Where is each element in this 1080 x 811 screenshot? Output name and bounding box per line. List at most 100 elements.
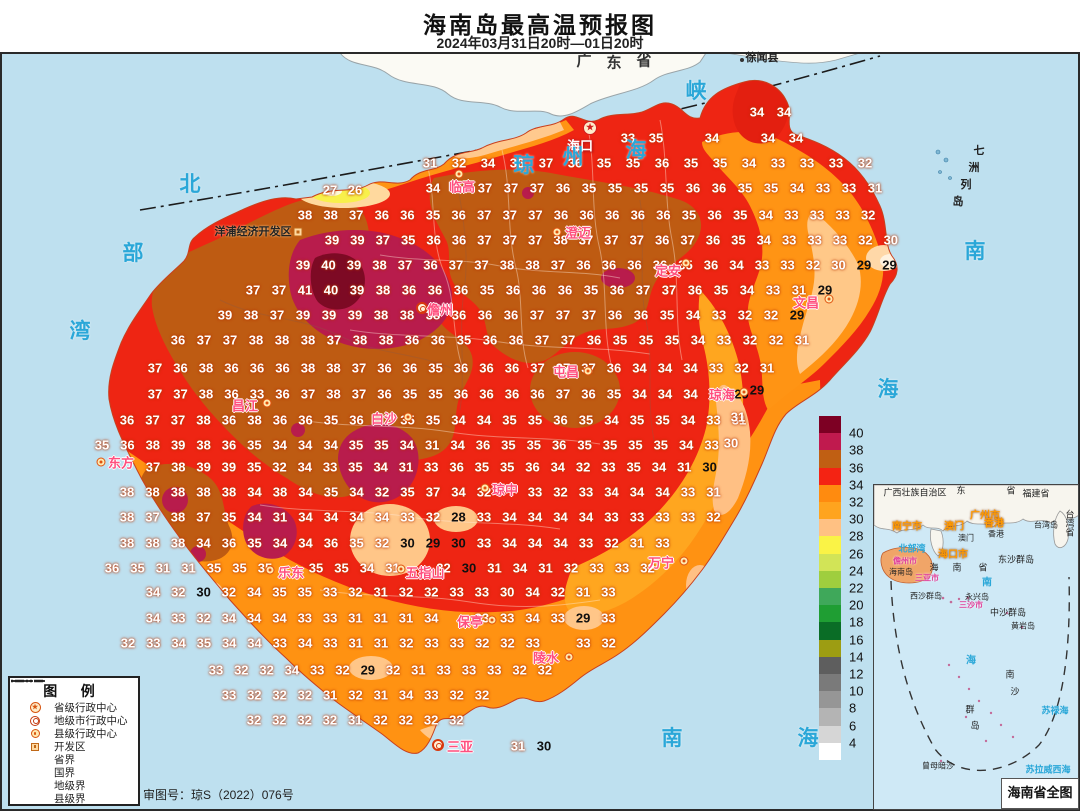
temp-value: 36 [576,257,591,273]
geo-label: 峡 [685,79,707,103]
dot-marker-icon [583,366,593,376]
temp-value: 33 [841,180,857,196]
temp-value: 37 [550,257,566,273]
temp-value: 27 [322,182,338,198]
legend-item: 开发区 [16,740,138,753]
temp-value: 33 [171,610,186,626]
geo-label: 海 [877,377,899,401]
temp-value: 33 [704,437,719,453]
temp-value: 35 [247,535,262,551]
temp-value: 37 [170,412,186,428]
temp-value: 34 [741,155,757,171]
temp-value: 31 [731,412,747,428]
scale-color-block [819,450,841,468]
temp-value: 37 [269,307,285,323]
page-title: 海南岛最高温预报图 [423,13,657,38]
temp-value: 37 [502,232,518,248]
temp-value: 37 [477,232,492,248]
temp-value: 33 [629,509,645,525]
temp-value: 36 [607,307,623,323]
temp-value: 32 [335,662,350,678]
city-label: 琼海 [708,387,736,403]
temp-value: 38 [326,386,341,402]
temp-value: 34 [512,560,528,576]
temp-value: 33 [400,509,415,525]
temp-value: 34 [221,610,237,626]
inset-map-title: 海南省全图 [1001,778,1079,809]
temp-value: 36 [221,437,237,453]
temp-value: 34 [272,437,288,453]
temp-value: 37 [604,232,619,248]
temp-value: 35 [659,180,675,196]
temp-value: 30 [883,232,899,248]
temp-value: 35 [374,437,389,453]
temp-value: 36 [224,386,239,402]
temp-value: 33 [576,635,591,651]
scale-color-block [819,570,841,588]
scale-tick-label: 36 [849,460,864,476]
temp-value: 35 [196,635,212,651]
temp-value: 35 [648,130,664,146]
temp-value: 32 [297,687,313,703]
temp-value: 35 [602,437,618,453]
temp-value: 36 [449,459,464,475]
temp-value: 34 [527,535,543,551]
temp-value: 29 [575,610,591,626]
temp-value: 36 [654,232,670,248]
scale-color-block [819,416,841,434]
temp-value: 34 [756,232,772,248]
temp-value: 37 [555,386,571,402]
temp-value: 34 [690,332,706,348]
temp-value: 33 [754,257,770,273]
temp-value: 32 [171,584,186,600]
temp-value: 35 [527,412,543,428]
temp-value: 33 [770,155,786,171]
temp-value: 30 [702,459,717,475]
temp-value: 33 [322,459,338,475]
temp-value: 36 [609,282,625,298]
temp-value: 33 [322,610,338,626]
legend-item-label: 省级行政中心 [54,702,117,714]
temp-value: 33 [474,610,490,626]
temp-value: 31 [373,635,389,651]
temp-value: 33 [601,610,616,626]
scale-color-block [819,519,841,537]
temp-value: 38 [145,535,160,551]
temp-value: 38 [170,484,186,500]
city-label: 白沙 [370,411,398,427]
temp-value: 33 [499,610,515,626]
temp-value: 34 [749,104,765,120]
temp-value: 34 [655,484,670,500]
inset-label: 省 [978,562,988,573]
scale-color-block [819,536,841,554]
temp-value: 32 [398,712,414,728]
temp-value: 38 [198,360,214,376]
temp-value: 36 [221,412,237,428]
temp-value: 37 [527,232,543,248]
temp-value: 33 [784,207,799,223]
temp-value: 38 [119,535,135,551]
temp-value: 33 [614,560,630,576]
temp-value: 30 [400,535,415,551]
temp-value: 38 [375,282,391,298]
legend-box: 图 例 ★ 省级行政中心 地级市行政中心 县级行政中心 开发区 省界 国界 地级界 县级界 [8,676,140,806]
temp-value: 31 [181,560,196,576]
temp-value: 31 [629,535,645,551]
inset-label: 南 [952,562,962,573]
temp-value: 34 [298,535,313,551]
temp-value: 33 [449,584,464,600]
legend-item: 地级市行政中心 [16,714,138,727]
temp-value: 33 [272,635,288,651]
temp-value: 31 [424,437,440,453]
inset-label: 永兴岛 [965,592,989,602]
temp-value: 37 [145,412,160,428]
star-marker-icon: ★ [583,121,597,135]
temp-value: 33 [578,535,594,551]
temp-value: 37 [222,332,238,348]
temp-value: 34 [553,509,568,525]
temp-value: 37 [502,207,518,223]
scale-color-block [819,725,841,743]
temp-value: 34 [476,412,492,428]
temp-value: 36 [553,412,568,428]
temp-value: 35 [425,412,441,428]
